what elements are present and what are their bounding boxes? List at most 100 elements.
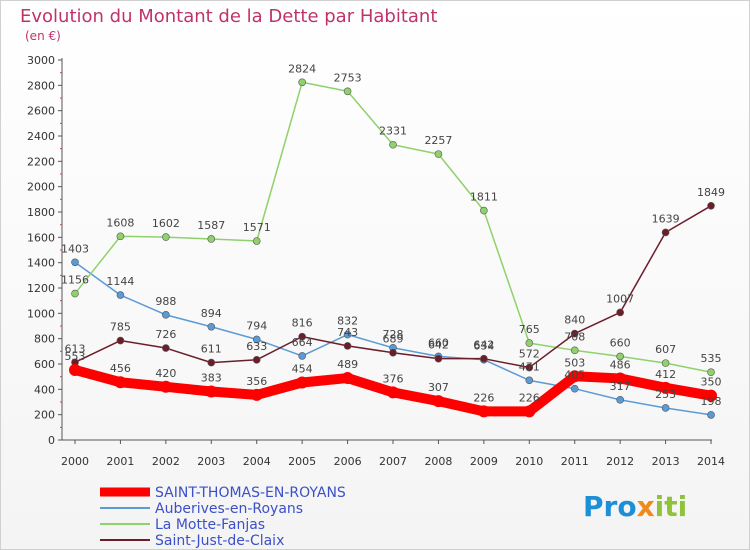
data-point-la-motte-fanjas: [343, 87, 352, 96]
data-point-saint-thomas-en-royans: [250, 388, 263, 401]
y-tick-label: 0: [48, 434, 55, 447]
legend-label-la-motte-fanjas: La Motte-Fanjas: [155, 517, 265, 533]
chart-subtitle: (en €): [25, 29, 61, 43]
data-label-saint-just-de-claix: 1007: [606, 292, 634, 305]
y-tick-label: 200: [34, 409, 55, 422]
data-label-saint-thomas-en-royans: 454: [292, 362, 313, 375]
data-label-saint-just-de-claix: 840: [564, 314, 585, 327]
data-label-saint-thomas-en-royans: 412: [655, 368, 676, 381]
data-point-saint-thomas-en-royans: [568, 370, 581, 383]
data-label-saint-thomas-en-royans: 350: [701, 376, 722, 389]
x-tick-label: 2011: [561, 455, 589, 468]
data-point-saint-just-de-claix: [343, 342, 352, 350]
data-point-la-motte-fanjas: [298, 78, 306, 87]
data-label-la-motte-fanjas: 1156: [61, 274, 89, 287]
data-point-la-motte-fanjas: [525, 339, 534, 347]
data-point-auberives-en-royans: [162, 311, 170, 319]
data-point-saint-thomas-en-royans: [705, 389, 718, 402]
y-tick-label: 2800: [27, 79, 55, 92]
data-point-saint-just-de-claix: [480, 354, 488, 363]
data-point-auberives-en-royans: [525, 376, 534, 385]
data-point-saint-thomas-en-royans: [159, 380, 172, 393]
proxiti-logo: Proxiti: [583, 490, 687, 523]
data-label-auberives-en-royans: 660: [428, 336, 449, 349]
data-label-saint-just-de-claix: 1639: [652, 212, 680, 225]
data-label-saint-thomas-en-royans: 383: [201, 371, 222, 384]
data-label-auberives-en-royans: 471: [519, 360, 540, 373]
data-point-la-motte-fanjas: [661, 359, 670, 367]
data-label-saint-thomas-en-royans: 456: [110, 362, 131, 375]
data-label-auberives-en-royans: 832: [337, 315, 358, 328]
data-point-auberives-en-royans: [661, 404, 670, 412]
data-point-saint-just-de-claix: [661, 228, 670, 237]
data-label-saint-just-de-claix: 689: [383, 333, 404, 346]
y-tick-label: 400: [34, 383, 55, 396]
data-label-saint-just-de-claix: 785: [110, 321, 131, 334]
x-tick-label: 2002: [152, 455, 180, 468]
data-point-saint-thomas-en-royans: [296, 376, 309, 389]
data-point-la-motte-fanjas: [480, 206, 488, 215]
data-label-la-motte-fanjas: 1602: [152, 217, 180, 230]
data-point-saint-thomas-en-royans: [659, 381, 672, 394]
data-point-auberives-en-royans: [298, 352, 306, 360]
data-label-auberives-en-royans: 988: [155, 295, 176, 308]
data-label-saint-just-de-claix: 611: [201, 343, 222, 356]
data-point-la-motte-fanjas: [616, 352, 624, 361]
data-point-saint-just-de-claix: [570, 329, 579, 338]
data-point-saint-just-de-claix: [389, 348, 397, 357]
data-point-saint-just-de-claix: [434, 354, 443, 363]
data-label-la-motte-fanjas: 660: [610, 336, 631, 349]
series-lines: [69, 78, 718, 419]
data-label-saint-just-de-claix: 642: [473, 339, 494, 352]
y-tick-label: 2200: [27, 155, 55, 168]
data-label-saint-just-de-claix: 642: [428, 339, 449, 352]
x-tick-label: 2001: [106, 455, 134, 468]
data-label-la-motte-fanjas: 1811: [470, 191, 498, 204]
data-label-auberives-en-royans: 1403: [61, 242, 89, 255]
data-label-saint-thomas-en-royans: 376: [383, 372, 404, 385]
data-point-la-motte-fanjas: [207, 235, 216, 243]
data-point-auberives-en-royans: [343, 330, 352, 339]
data-label-auberives-en-royans: 253: [655, 388, 676, 401]
data-point-auberives-en-royans: [71, 258, 79, 267]
data-label-auberives-en-royans: 634: [473, 340, 494, 353]
data-label-saint-just-de-claix: 613: [65, 342, 86, 355]
y-tick-label: 1000: [27, 307, 55, 320]
y-tick-label: 2400: [27, 130, 55, 143]
x-tick-label: 2003: [197, 455, 225, 468]
y-tick-label: 2600: [27, 105, 55, 118]
data-point-saint-thomas-en-royans: [432, 395, 445, 408]
data-labels: 1403 1144 988 894 794 664 832 728 660 634 471 405 31…: [61, 62, 725, 408]
data-point-saint-thomas-en-royans: [523, 405, 536, 418]
data-point-la-motte-fanjas: [389, 140, 397, 149]
data-point-saint-just-de-claix: [298, 332, 306, 341]
data-point-saint-thomas-en-royans: [114, 376, 127, 389]
data-label-auberives-en-royans: 1144: [106, 275, 134, 288]
logo-text: Proxiti: [583, 490, 687, 523]
data-point-saint-just-de-claix: [525, 363, 534, 372]
data-label-saint-thomas-en-royans: 307: [428, 381, 449, 394]
data-label-la-motte-fanjas: 765: [519, 323, 540, 336]
data-label-la-motte-fanjas: 2257: [424, 134, 452, 147]
data-point-auberives-en-royans: [616, 396, 624, 404]
data-point-saint-just-de-claix: [162, 344, 170, 352]
data-label-la-motte-fanjas: 2753: [334, 71, 362, 84]
data-label-saint-thomas-en-royans: 226: [519, 391, 540, 404]
data-label-la-motte-fanjas: 535: [701, 352, 722, 365]
data-point-auberives-en-royans: [207, 322, 216, 331]
x-tick-label: 2008: [424, 455, 452, 468]
axes: 0 200 400 600 800 1000 1200 1400 1600 1800 2000 220…: [27, 54, 725, 468]
x-tick-label: 2014: [697, 455, 725, 468]
data-point-saint-just-de-claix: [207, 358, 216, 367]
data-label-saint-just-de-claix: 633: [246, 340, 267, 353]
data-point-saint-thomas-en-royans: [69, 363, 81, 376]
data-point-la-motte-fanjas: [252, 237, 261, 245]
legend-label-saint-just-de-claix: Saint-Just-de-Claix: [155, 533, 284, 549]
data-label-la-motte-fanjas: 2824: [288, 62, 316, 75]
data-label-auberives-en-royans: 728: [383, 328, 404, 341]
y-tick-label: 800: [34, 333, 55, 346]
legend-label-saint-thomas-en-royans: SAINT-THOMAS-EN-ROYANS: [155, 485, 346, 501]
data-label-auberives-en-royans: 894: [201, 307, 222, 320]
